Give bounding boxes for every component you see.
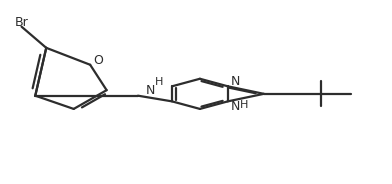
Text: O: O [93,54,103,67]
Text: H: H [155,77,163,87]
Text: N: N [146,84,155,97]
Text: N: N [231,75,240,88]
Text: Br: Br [15,17,29,29]
Text: N: N [231,100,240,113]
Text: H: H [240,100,249,110]
